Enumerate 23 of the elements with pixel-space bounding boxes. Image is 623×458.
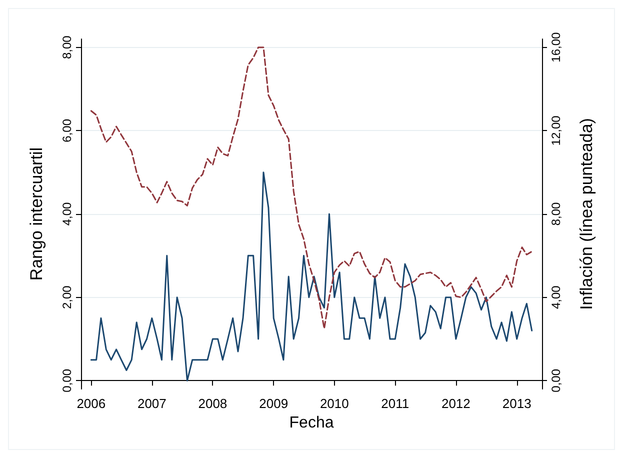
- y2-tick-label: 12,00: [549, 115, 563, 146]
- y-tick-label: 0,00: [60, 368, 74, 392]
- y2-tick-label: 0,00: [549, 368, 563, 392]
- y2-tick-label: 4,00: [549, 285, 563, 310]
- x-tick-label: 2013: [502, 396, 532, 411]
- line-series: [90, 46, 533, 330]
- x-tick-label: 2012: [441, 396, 470, 411]
- y2-tick-label: 8,00: [549, 202, 563, 226]
- y-tick-label: 6,00: [60, 118, 74, 142]
- y-axis-title: Rango intercuartil: [27, 147, 46, 281]
- x-tick-label: 2011: [381, 396, 410, 411]
- line-series: [90, 172, 533, 382]
- y2-tick-label: 16,00: [549, 32, 563, 62]
- y-tick-label: 8,00: [60, 35, 74, 60]
- x-tick-label: 2010: [320, 396, 349, 411]
- x-tick-label: 2009: [259, 396, 288, 411]
- x-tick-label: 2006: [76, 396, 106, 411]
- x-tick-label: 2007: [137, 396, 166, 411]
- y-tick-label: 2,00: [60, 285, 74, 310]
- x-axis-title: Fecha: [289, 414, 334, 432]
- x-tick-label: 2008: [198, 396, 228, 411]
- y2-axis-title: Inflación (línea punteada): [577, 118, 596, 310]
- y-tick-label: 4,00: [60, 202, 74, 226]
